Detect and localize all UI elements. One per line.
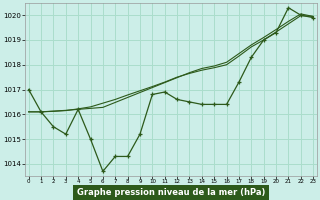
X-axis label: Graphe pression niveau de la mer (hPa): Graphe pression niveau de la mer (hPa) (77, 188, 265, 197)
